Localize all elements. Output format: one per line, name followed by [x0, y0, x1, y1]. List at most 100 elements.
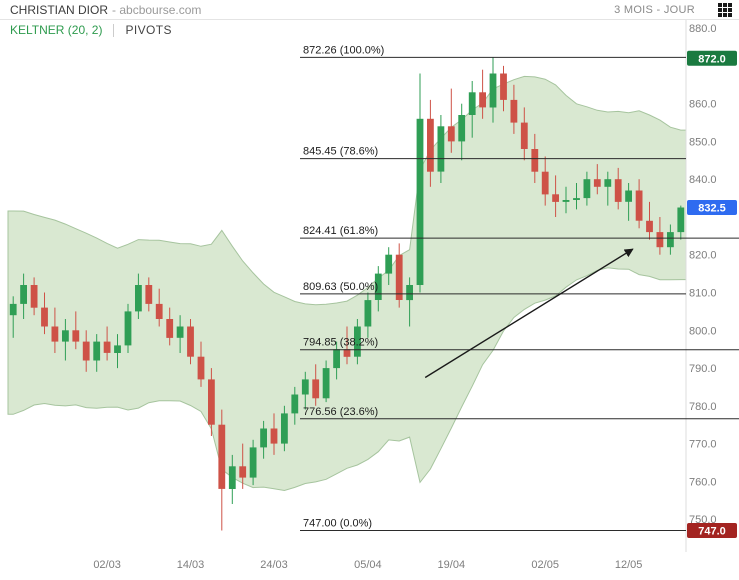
candle-body: [41, 307, 48, 327]
candle: [208, 368, 215, 436]
candle: [260, 420, 267, 459]
candle: [385, 247, 393, 285]
candle-body: [583, 179, 591, 199]
candle: [270, 413, 278, 455]
candle: [447, 88, 455, 153]
candle-body: [520, 122, 528, 149]
indicator-keltner-label[interactable]: KELTNER (20, 2): [10, 23, 103, 37]
instrument-header: CHRISTIAN DIOR - abcbourse.com: [10, 3, 201, 17]
candle-body: [635, 190, 643, 221]
candle: [510, 84, 518, 134]
y-axis-label: 810.0: [689, 288, 717, 300]
candle-body: [333, 349, 340, 369]
x-axis-label: 12/05: [615, 559, 643, 571]
candle: [635, 179, 643, 229]
candle-body: [249, 447, 257, 478]
candle: [312, 364, 320, 406]
fib-label: 747.00 (0.0%): [303, 517, 372, 529]
candle: [500, 65, 507, 112]
candle-body: [531, 149, 539, 172]
candle-body: [208, 379, 215, 425]
instrument-name: CHRISTIAN DIOR: [10, 2, 109, 17]
candle-body: [20, 285, 27, 304]
candle-body: [239, 466, 247, 478]
candle: [291, 386, 299, 425]
candle: [176, 315, 184, 353]
fib-label: 809.63 (50.0%): [303, 281, 378, 293]
candle-body: [667, 232, 674, 248]
y-axis-label: 820.0: [689, 250, 717, 262]
candle: [20, 273, 27, 319]
candle: [249, 439, 257, 486]
candle: [625, 183, 632, 221]
candle: [364, 292, 372, 338]
candle: [520, 107, 528, 161]
y-axis-label: 800.0: [689, 325, 717, 337]
candle: [489, 57, 497, 123]
candle-body: [604, 179, 612, 187]
y-axis-label: 790.0: [689, 363, 717, 375]
candle: [343, 326, 351, 365]
candle-body: [656, 232, 664, 248]
candle: [51, 307, 59, 353]
candle-body: [260, 428, 267, 448]
candle: [124, 303, 132, 353]
y-axis-label: 760.0: [689, 476, 717, 488]
candle: [562, 186, 570, 214]
toolbar-divider: [113, 23, 115, 37]
candle: [437, 115, 445, 183]
candle: [416, 73, 424, 293]
candle: [281, 405, 288, 452]
price-badge: [687, 523, 737, 538]
tab-pivots[interactable]: PIVOTS: [125, 23, 172, 37]
candle: [166, 307, 174, 346]
candle: [604, 171, 612, 206]
candle: [72, 311, 80, 350]
candle-body: [114, 345, 121, 353]
fib-label: 776.56 (23.6%): [303, 406, 378, 418]
candle-body: [374, 273, 382, 300]
candle: [218, 409, 226, 531]
candle-body: [82, 341, 90, 361]
candle: [30, 277, 38, 316]
x-axis-label: 19/04: [438, 559, 466, 571]
candle-body: [270, 428, 278, 444]
x-axis-label: 14/03: [177, 559, 205, 571]
candle: [155, 288, 163, 327]
candle-body: [625, 190, 632, 202]
apps-grid-icon[interactable]: [717, 2, 733, 18]
fib-label: 872.26 (100.0%): [303, 44, 384, 56]
candle-body: [416, 118, 424, 285]
candle-body: [145, 285, 153, 304]
candle-body: [541, 171, 549, 195]
x-axis-label: 05/04: [354, 559, 382, 571]
candle-body: [468, 92, 476, 115]
candle-body: [677, 207, 685, 233]
candle: [301, 371, 309, 410]
candle: [62, 319, 69, 361]
candle: [228, 454, 236, 504]
price-badge-label: 872.0: [698, 53, 726, 65]
y-axis-label: 850.0: [689, 136, 717, 148]
candle: [333, 341, 340, 380]
candle: [9, 296, 17, 338]
y-axis-label: 780.0: [689, 401, 717, 413]
candle: [145, 277, 153, 312]
candle: [93, 334, 101, 372]
candle-body: [9, 303, 17, 316]
candle-body: [103, 341, 111, 353]
candle: [41, 292, 48, 335]
candle-body: [62, 330, 69, 342]
candle-body: [437, 126, 445, 172]
candle-body: [322, 368, 330, 399]
candle: [322, 360, 330, 403]
candle: [458, 103, 466, 161]
candle-body: [646, 220, 653, 233]
chart-header: CHRISTIAN DIOR - abcbourse.com 3 MOIS - …: [0, 0, 739, 20]
candle-body: [30, 285, 38, 308]
candle: [552, 175, 559, 217]
candle-body: [291, 394, 299, 414]
price-badge: [687, 200, 737, 215]
